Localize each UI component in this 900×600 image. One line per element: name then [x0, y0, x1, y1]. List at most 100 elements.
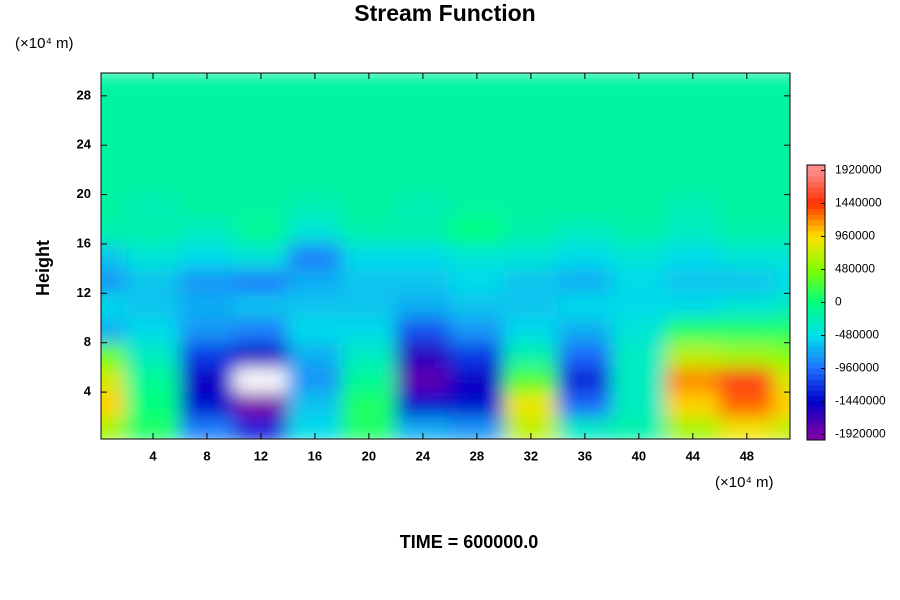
field-cell	[611, 120, 667, 146]
field-cell	[233, 218, 289, 245]
colorbar-band	[807, 280, 825, 287]
field-cell	[125, 292, 181, 319]
field-cell	[773, 95, 790, 122]
field-cell	[719, 144, 775, 171]
x-tick-label: 28	[470, 448, 484, 463]
colorbar-band	[807, 258, 825, 265]
field-cell	[233, 169, 289, 196]
field-cell	[773, 73, 790, 97]
field-cell	[611, 268, 667, 294]
field-cell	[719, 73, 775, 97]
field-cell	[611, 366, 667, 393]
y-axis-label: Height	[33, 240, 53, 296]
colorbar-band	[807, 176, 825, 182]
field-cell	[341, 120, 397, 146]
field-cell	[395, 317, 451, 344]
field-cell	[665, 218, 721, 245]
field-cell	[233, 95, 289, 122]
colorbar-band	[807, 275, 825, 281]
field-cell	[449, 292, 505, 319]
colorbar-band	[807, 341, 825, 347]
field-cell	[773, 218, 790, 245]
field-cell	[557, 391, 613, 418]
field-cell	[287, 292, 343, 319]
field-cell	[101, 243, 127, 270]
colorbar-band	[807, 352, 825, 358]
colorbar-band	[807, 170, 825, 177]
field-cell	[449, 366, 505, 393]
field-cell	[341, 391, 397, 418]
field-cell	[449, 218, 505, 245]
colorbar-band	[807, 165, 825, 171]
field-cell	[341, 416, 397, 439]
colorbar-band	[807, 220, 825, 226]
field-cell	[719, 416, 775, 439]
field-cell	[611, 169, 667, 196]
field-cell	[719, 342, 775, 368]
field-cell	[395, 144, 451, 171]
field-cell	[449, 95, 505, 122]
field-cell	[773, 366, 790, 393]
field-cell	[773, 292, 790, 319]
field-cell	[125, 366, 181, 393]
field-cell	[125, 169, 181, 196]
field-cell	[611, 342, 667, 368]
field-cell	[287, 95, 343, 122]
x-tick-label: 32	[524, 448, 538, 463]
field-cell	[287, 416, 343, 439]
colorbar-band	[807, 379, 825, 386]
field-cell	[233, 416, 289, 439]
field-cell	[449, 194, 505, 220]
y-tick-label: 28	[77, 87, 91, 102]
y-tick-label: 4	[84, 384, 92, 399]
field-cell	[101, 120, 127, 146]
field-cell	[101, 73, 127, 97]
colorbar-band	[807, 324, 825, 331]
field-cell	[449, 73, 505, 97]
field-cell	[233, 243, 289, 270]
x-tick-label: 36	[578, 448, 592, 463]
x-tick-label: 16	[308, 448, 322, 463]
field-cell	[125, 194, 181, 220]
field-cell	[503, 73, 559, 97]
field-cell	[557, 366, 613, 393]
field-cell	[449, 342, 505, 368]
field-cell	[233, 342, 289, 368]
field-cell	[773, 416, 790, 439]
field-cell	[557, 95, 613, 122]
field-cell	[179, 95, 235, 122]
colorbar-band	[807, 286, 825, 292]
field-cell	[719, 218, 775, 245]
field-cell	[179, 243, 235, 270]
field-cell	[101, 144, 127, 171]
colorbar-band	[807, 368, 825, 375]
field-cell	[125, 416, 181, 439]
field-cell	[395, 218, 451, 245]
field-cell	[179, 120, 235, 146]
field-cell	[773, 317, 790, 344]
field-cell	[773, 268, 790, 294]
field-cell	[287, 73, 343, 97]
field-cell	[557, 218, 613, 245]
field-cell	[719, 120, 775, 146]
chart-title: Stream Function	[354, 0, 535, 26]
field-cell	[503, 218, 559, 245]
colorbar-band	[807, 297, 825, 303]
field-cell	[179, 73, 235, 97]
field-cell	[233, 120, 289, 146]
x-tick-label: 48	[740, 448, 754, 463]
field-cell	[179, 317, 235, 344]
colorbar-band	[807, 434, 825, 441]
field-cell	[233, 73, 289, 97]
field-cell	[557, 342, 613, 368]
colorbar-band	[807, 429, 825, 435]
field-cell	[611, 243, 667, 270]
colorbar-band	[807, 330, 825, 336]
field-cell	[101, 169, 127, 196]
colorbar-band	[807, 418, 825, 424]
field-cell	[503, 268, 559, 294]
field-cell	[101, 317, 127, 344]
plot-frame	[100, 72, 791, 440]
colorbar-band	[807, 242, 825, 248]
field-cell	[557, 144, 613, 171]
